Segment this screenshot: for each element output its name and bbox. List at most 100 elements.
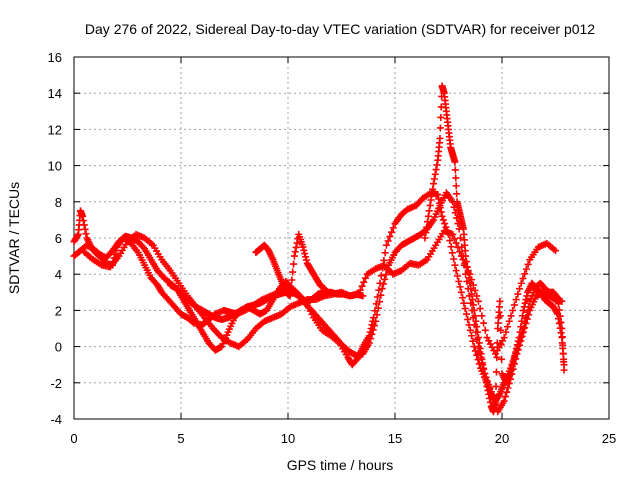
data-point	[422, 229, 430, 237]
data-point	[473, 323, 481, 331]
data-points	[70, 82, 568, 416]
data-point	[492, 368, 500, 376]
data-point	[510, 355, 518, 363]
data-point	[516, 328, 524, 336]
data-point	[423, 223, 431, 231]
series-track-e	[252, 230, 328, 300]
data-point	[360, 278, 368, 286]
data-point	[290, 260, 298, 268]
x-tick-label: 15	[388, 431, 402, 446]
data-point	[519, 312, 527, 320]
data-point	[508, 363, 516, 371]
data-point	[300, 246, 308, 254]
data-point	[456, 248, 464, 256]
data-point	[522, 319, 530, 327]
data-point	[302, 256, 310, 264]
data-point	[524, 260, 532, 268]
data-point	[424, 212, 432, 220]
data-point	[320, 285, 328, 293]
data-point	[523, 292, 531, 300]
data-point	[446, 237, 454, 245]
data-point	[482, 378, 490, 386]
data-point	[475, 339, 483, 347]
data-point	[462, 252, 470, 260]
data-point	[478, 312, 486, 320]
data-point	[466, 279, 474, 287]
data-point	[492, 382, 500, 390]
data-point	[555, 319, 563, 327]
data-point	[484, 386, 492, 394]
data-point	[428, 191, 436, 199]
data-point	[389, 224, 397, 232]
data-point	[493, 339, 501, 347]
data-point	[381, 249, 389, 257]
data-point	[452, 239, 460, 247]
data-point	[479, 361, 487, 369]
y-axis: -4 -2 0 2 4 6 8 10 12 14 16	[48, 50, 609, 427]
data-point	[421, 234, 429, 242]
data-point	[453, 190, 461, 198]
y-tick-label: 2	[55, 303, 62, 318]
data-point	[466, 326, 474, 334]
data-point	[492, 397, 500, 405]
data-point	[465, 274, 473, 282]
data-point	[79, 212, 87, 220]
data-point	[375, 286, 383, 294]
data-point	[470, 306, 478, 314]
data-point	[288, 276, 296, 284]
data-point	[505, 317, 513, 325]
data-point	[456, 234, 464, 242]
data-point	[450, 255, 458, 263]
data-point	[452, 267, 460, 275]
data-point	[474, 334, 482, 342]
data-point	[430, 180, 438, 188]
data-point	[513, 344, 521, 352]
data-point	[461, 305, 469, 313]
data-point	[500, 397, 508, 405]
data-point	[518, 317, 526, 325]
data-point	[552, 247, 559, 255]
data-point	[502, 328, 510, 336]
data-point	[511, 352, 519, 360]
data-point	[436, 134, 444, 142]
data-point	[379, 280, 387, 288]
data-point	[372, 317, 380, 325]
data-point	[377, 291, 385, 299]
y-tick-label: 10	[48, 159, 62, 174]
data-point	[452, 182, 460, 190]
data-point	[464, 315, 472, 323]
data-point	[382, 241, 390, 249]
data-point	[525, 311, 533, 319]
y-tick-label: 14	[48, 86, 62, 101]
data-point	[460, 299, 468, 307]
data-point	[554, 310, 562, 318]
data-point	[429, 185, 437, 193]
data-point	[447, 243, 455, 251]
chart-title: Day 276 of 2022, Sidereal Day-to-day VTE…	[85, 21, 595, 37]
data-point	[483, 382, 491, 390]
data-point	[503, 388, 511, 396]
data-point	[289, 268, 297, 276]
data-point	[481, 374, 489, 382]
data-point	[472, 317, 480, 325]
y-tick-label: 6	[55, 231, 62, 246]
data-point	[464, 268, 472, 276]
data-point	[365, 339, 373, 347]
data-point	[517, 279, 525, 287]
data-point	[81, 225, 89, 233]
data-point	[486, 394, 494, 402]
data-point	[495, 391, 503, 399]
y-tick-label: -2	[50, 376, 62, 391]
data-point	[512, 348, 520, 356]
data-point	[432, 166, 440, 174]
y-tick-label: 8	[55, 195, 62, 210]
x-tick-label: 20	[495, 431, 509, 446]
data-point	[521, 324, 529, 332]
data-point	[509, 306, 517, 314]
data-point	[291, 248, 299, 256]
data-point	[449, 230, 457, 238]
data-point	[359, 292, 367, 300]
data-point	[519, 275, 527, 283]
data-point	[507, 366, 515, 374]
